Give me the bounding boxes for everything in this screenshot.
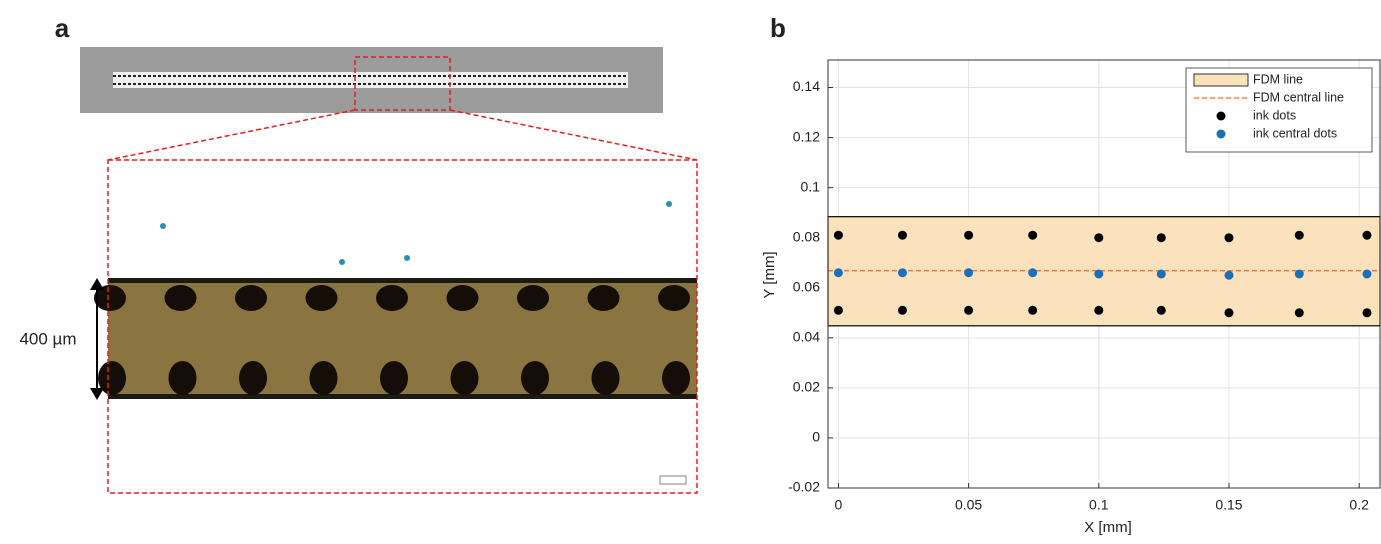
printed-line — [113, 72, 628, 88]
ink-dot — [1156, 233, 1166, 243]
x-tick-label: 0.1 — [1089, 497, 1109, 513]
ink-dot — [1224, 308, 1234, 318]
edge — [108, 278, 697, 283]
ink-dot — [833, 305, 843, 315]
ink-dot — [1156, 269, 1166, 279]
micrograph: 400 µm — [19, 47, 698, 494]
ink-dot — [964, 268, 974, 278]
ink-dot-photo — [587, 285, 620, 311]
ink-dot-photo — [239, 361, 267, 395]
ink-dot — [897, 305, 907, 315]
ink-dot — [1362, 308, 1372, 318]
ink-dot-photo — [164, 285, 197, 311]
ink-dot — [1156, 305, 1166, 315]
ink-dot-photo — [450, 361, 479, 395]
zoom-box — [354, 56, 451, 111]
y-tick-label: 0 — [812, 429, 820, 445]
ink-dot-photo — [591, 361, 620, 395]
y-tick-label: -0.02 — [788, 479, 820, 495]
ink-dot — [1028, 230, 1038, 240]
ink-dot — [964, 230, 974, 240]
ink-dot-photo — [662, 361, 690, 395]
legend-swatch — [1193, 73, 1249, 87]
panel-label: b — [770, 13, 786, 43]
ink-dot-photo — [517, 285, 549, 311]
y-tick-label: 0.02 — [793, 379, 820, 395]
scale-bar — [659, 475, 687, 485]
ink-dot — [1094, 233, 1104, 243]
ink-dot — [964, 305, 974, 315]
x-tick-label: 0.15 — [1215, 497, 1242, 513]
ink-dot — [1028, 268, 1038, 278]
y-tick-label: 0.04 — [793, 329, 820, 345]
y-tick-label: 0.14 — [793, 78, 820, 94]
ink-dot — [1028, 305, 1038, 315]
zoom-frame — [107, 159, 698, 494]
ink-dot-photo — [305, 285, 338, 311]
x-tick-label: 0.05 — [955, 497, 982, 513]
legend-label: FDM central line — [1253, 90, 1344, 104]
zoom-line — [449, 109, 698, 161]
ink-dot — [1362, 269, 1372, 279]
ink-dot — [1224, 233, 1234, 243]
ink-dot — [1094, 305, 1104, 315]
ink-dot — [1294, 308, 1304, 318]
ink-dot — [1294, 269, 1304, 279]
ink-dot-photo — [380, 361, 408, 395]
ink-dot — [897, 268, 907, 278]
ink-dot — [833, 230, 843, 240]
ink-dot-photo — [521, 361, 549, 395]
legend-label: ink central dots — [1253, 126, 1337, 140]
y-tick-label: 0.06 — [793, 278, 820, 294]
y-tick-label: 0.1 — [801, 178, 821, 194]
stray-dot — [666, 201, 672, 207]
stray-dot — [339, 259, 345, 265]
plot-frame — [827, 59, 1381, 489]
stray-dot — [404, 255, 410, 261]
x-tick-label: 0.2 — [1349, 497, 1369, 513]
panel-label: a — [55, 13, 70, 43]
x-tick-label: 0 — [835, 497, 843, 513]
ink-dot — [897, 230, 907, 240]
ink-dot — [1094, 269, 1104, 279]
ink-dot-photo — [94, 285, 126, 311]
legend-swatch — [1216, 129, 1226, 139]
y-tick-label: 0.08 — [793, 228, 820, 244]
ink-dot-photo — [446, 285, 479, 311]
ink-dot-photo — [658, 285, 690, 311]
ink-dot-photo — [235, 285, 267, 311]
legend-label: ink dots — [1253, 108, 1296, 122]
ink-dot — [1224, 270, 1234, 280]
y-axis-label: Y [mm] — [761, 251, 778, 298]
ink-dot — [833, 268, 843, 278]
stray-dot — [160, 223, 166, 229]
edge — [108, 394, 697, 399]
ink-dot — [1294, 230, 1304, 240]
ink-dot-photo — [376, 285, 408, 311]
legend-swatch — [1216, 111, 1226, 121]
ink-dot-photo — [168, 361, 197, 395]
zoom-line — [107, 109, 356, 161]
y-tick-label: 0.12 — [793, 128, 820, 144]
legend-label: FDM line — [1253, 72, 1303, 86]
ink-dot-photo — [309, 361, 338, 395]
scale-label: 400 µm — [19, 329, 76, 348]
x-axis-label: X [mm] — [1084, 519, 1132, 536]
ink-dot-photo — [98, 361, 126, 395]
ink-dot — [1362, 230, 1372, 240]
